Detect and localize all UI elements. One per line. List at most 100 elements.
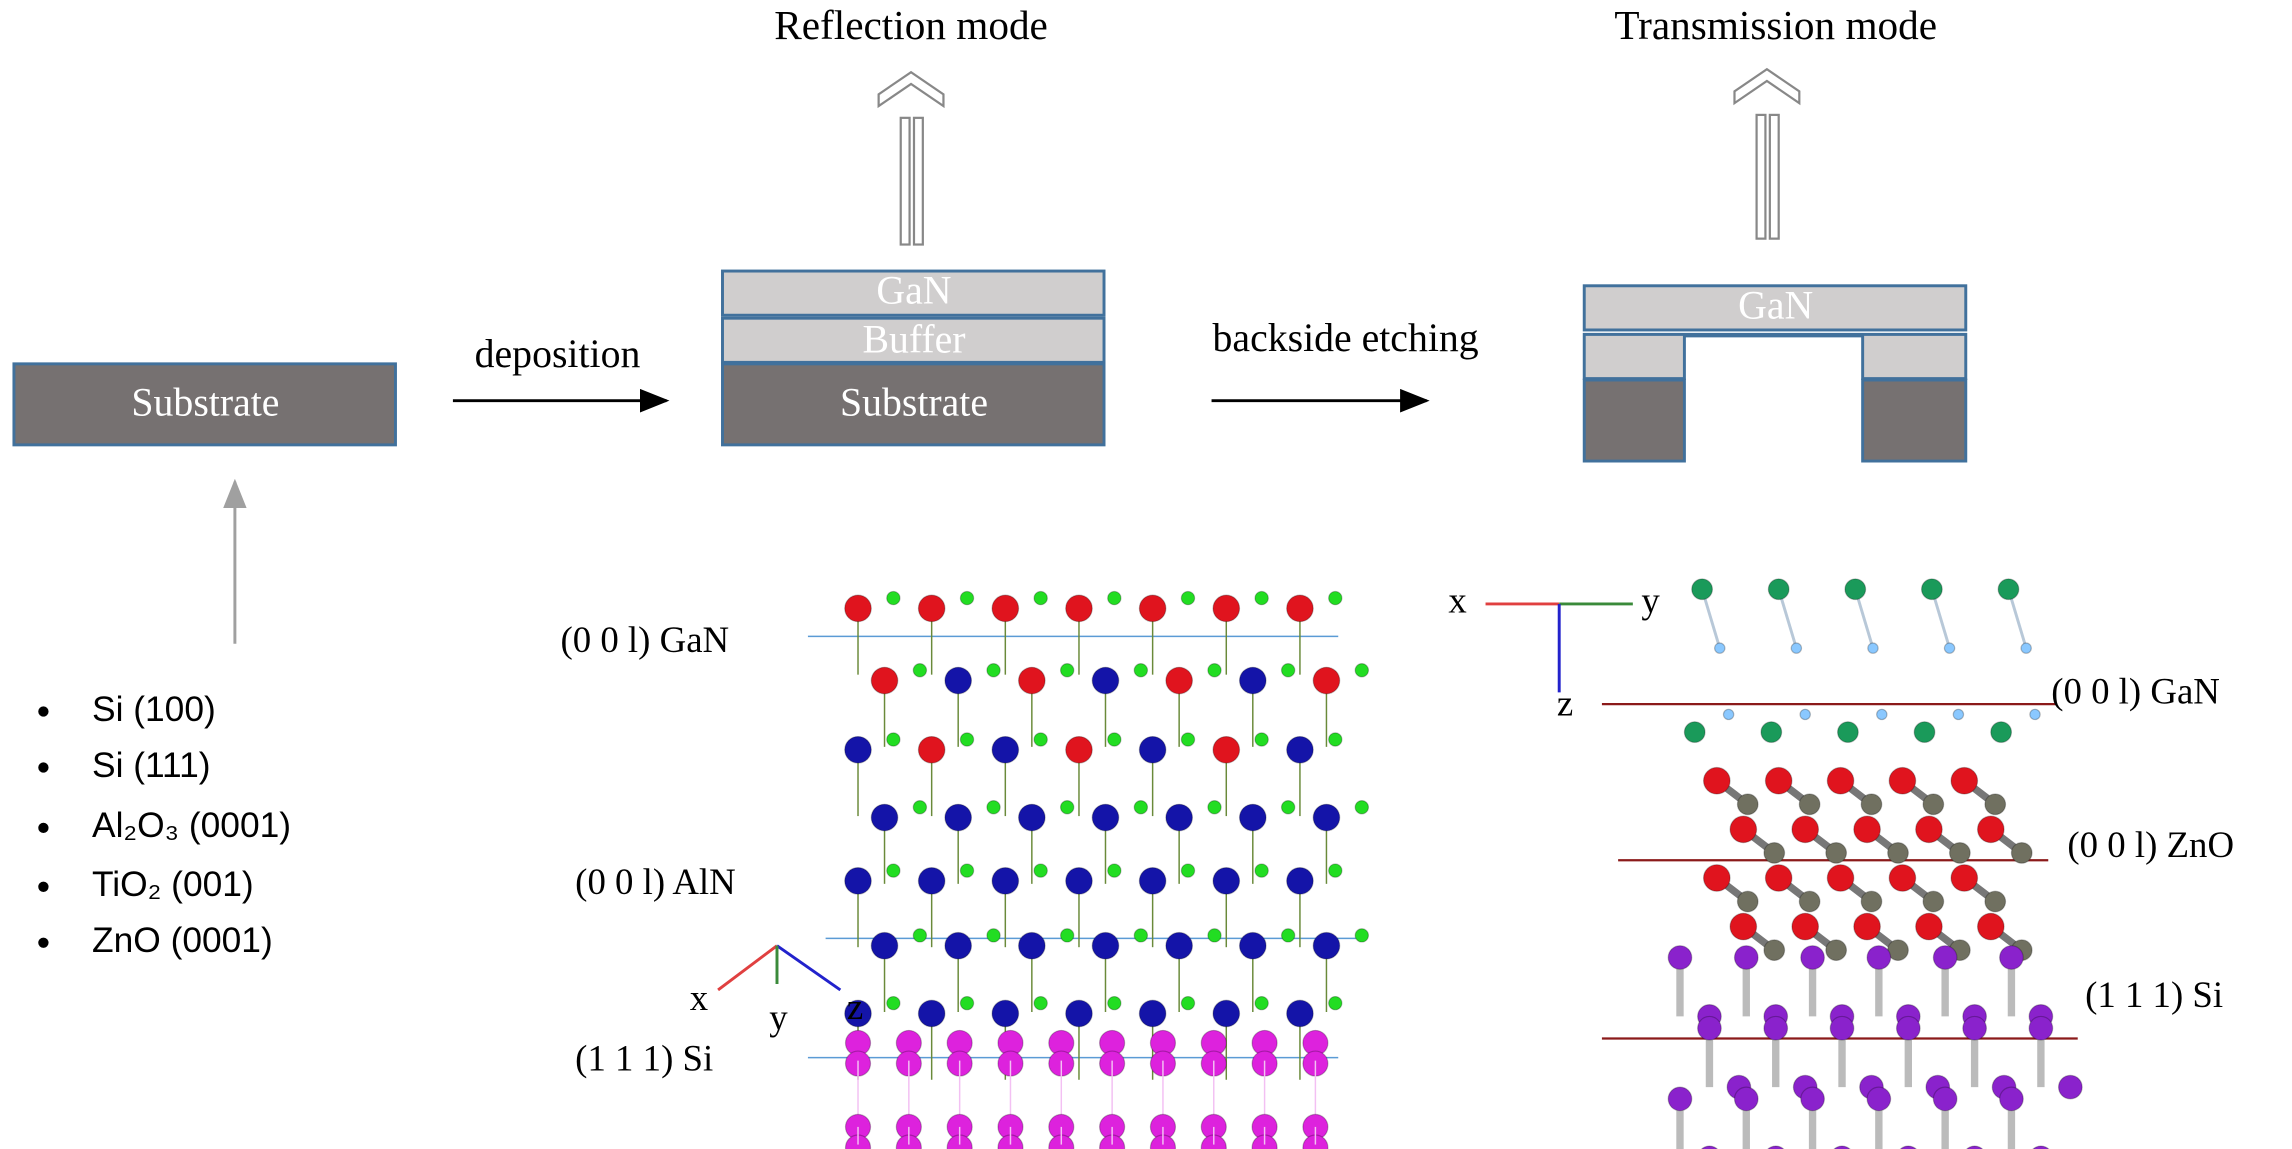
atom xyxy=(1213,737,1240,764)
atom xyxy=(1139,868,1166,895)
atom xyxy=(1854,913,1881,940)
list-item: Si (100) xyxy=(92,690,216,729)
atom xyxy=(1791,643,1801,653)
atom xyxy=(1765,767,1792,794)
atom xyxy=(1139,595,1166,622)
atom xyxy=(887,733,900,746)
atom xyxy=(918,868,945,895)
atom xyxy=(2000,946,2024,970)
atom xyxy=(1329,591,1342,604)
atom xyxy=(1916,913,1943,940)
atom xyxy=(992,1000,1019,1027)
atom xyxy=(1668,1087,1692,1111)
atom xyxy=(1764,1016,1788,1040)
atom xyxy=(1329,997,1342,1010)
atom xyxy=(1255,864,1268,877)
buffer-layer xyxy=(1584,334,1966,378)
left-structure xyxy=(718,591,1368,1149)
atom xyxy=(1034,864,1047,877)
atom xyxy=(1963,1016,1987,1040)
box-label: Substrate xyxy=(131,381,279,425)
atom xyxy=(918,595,945,622)
atom xyxy=(1768,579,1789,600)
atom xyxy=(1108,733,1121,746)
plane-label: (0 0 l) GaN xyxy=(2051,671,2220,712)
atom xyxy=(1888,843,1909,864)
atom xyxy=(1933,946,1957,970)
atom xyxy=(1092,804,1119,831)
atom xyxy=(1134,929,1147,942)
atom xyxy=(1951,767,1978,794)
atom xyxy=(1034,591,1047,604)
atom xyxy=(1838,722,1859,743)
axis-label: y xyxy=(769,996,788,1037)
atom xyxy=(1166,932,1193,959)
atom xyxy=(945,804,972,831)
diagram: Reflection mode Transmission mode Substr… xyxy=(0,0,2292,1149)
atom xyxy=(1019,804,1046,831)
atom xyxy=(1134,664,1147,677)
atom xyxy=(1034,733,1047,746)
atom xyxy=(1854,816,1881,843)
atom xyxy=(1801,1087,1825,1111)
atom xyxy=(1916,816,1943,843)
atom xyxy=(1134,801,1147,814)
atom xyxy=(1978,913,2005,940)
atom xyxy=(1953,709,1963,719)
mode-title: Reflection mode xyxy=(774,2,1048,48)
atom xyxy=(1255,997,1268,1010)
atom xyxy=(1092,932,1119,959)
atom xyxy=(1704,865,1731,892)
atom xyxy=(1698,1016,1722,1040)
bullet xyxy=(38,882,48,892)
atom xyxy=(2011,843,2032,864)
list-item: Si (111) xyxy=(92,746,211,785)
atom xyxy=(871,932,898,959)
atom xyxy=(1066,737,1093,764)
atom xyxy=(845,737,872,764)
atom xyxy=(1108,864,1121,877)
atom xyxy=(2021,643,2031,653)
atom xyxy=(992,868,1019,895)
atom xyxy=(1108,591,1121,604)
atom xyxy=(1923,891,1944,912)
atom xyxy=(913,801,926,814)
atom xyxy=(1208,801,1221,814)
atom xyxy=(1914,722,1935,743)
atom xyxy=(1287,737,1314,764)
plane-label: (0 0 l) GaN xyxy=(560,619,729,660)
box-label: GaN xyxy=(876,269,951,313)
atom xyxy=(1166,667,1193,694)
atom xyxy=(1240,667,1267,694)
atom xyxy=(1034,997,1047,1010)
box-label: Buffer xyxy=(862,317,965,361)
atom xyxy=(1287,1000,1314,1027)
axis-label: y xyxy=(1641,579,1660,620)
step-label: deposition xyxy=(475,332,641,376)
atom xyxy=(1991,722,2012,743)
atom xyxy=(960,997,973,1010)
atom xyxy=(1764,940,1785,961)
axis-label: z xyxy=(1557,683,1573,724)
atom xyxy=(1329,733,1342,746)
bullet xyxy=(38,762,48,772)
atom xyxy=(1061,801,1074,814)
atom xyxy=(1313,804,1340,831)
box-label: GaN xyxy=(1738,283,1813,327)
atom xyxy=(2059,1075,2083,1099)
atom xyxy=(1950,843,1971,864)
atom xyxy=(1861,891,1882,912)
atom xyxy=(1951,865,1978,892)
plane-label: (0 0 l) AlN xyxy=(575,861,736,902)
atom xyxy=(1715,643,1725,653)
list-item: TiO₂ (001) xyxy=(92,865,254,904)
atom xyxy=(1799,891,1820,912)
atom xyxy=(887,864,900,877)
substrate-list: Si (100)Si (111)Al₂O₃ (0001)TiO₂ (001)Zn… xyxy=(38,690,291,960)
atom xyxy=(871,804,898,831)
atom xyxy=(945,932,972,959)
list-item: Al₂O₃ (0001) xyxy=(92,806,291,845)
plane-label: (1 1 1) Si xyxy=(2085,974,2223,1015)
atom xyxy=(1692,579,1713,600)
atom xyxy=(992,595,1019,622)
